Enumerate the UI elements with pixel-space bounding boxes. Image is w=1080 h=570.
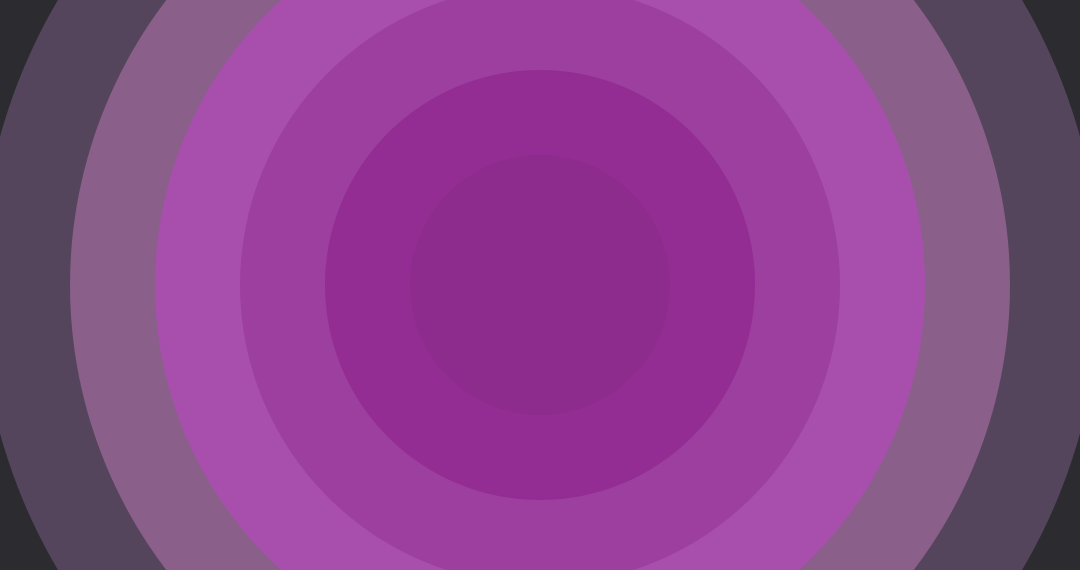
ring-core-deep [410,155,670,415]
